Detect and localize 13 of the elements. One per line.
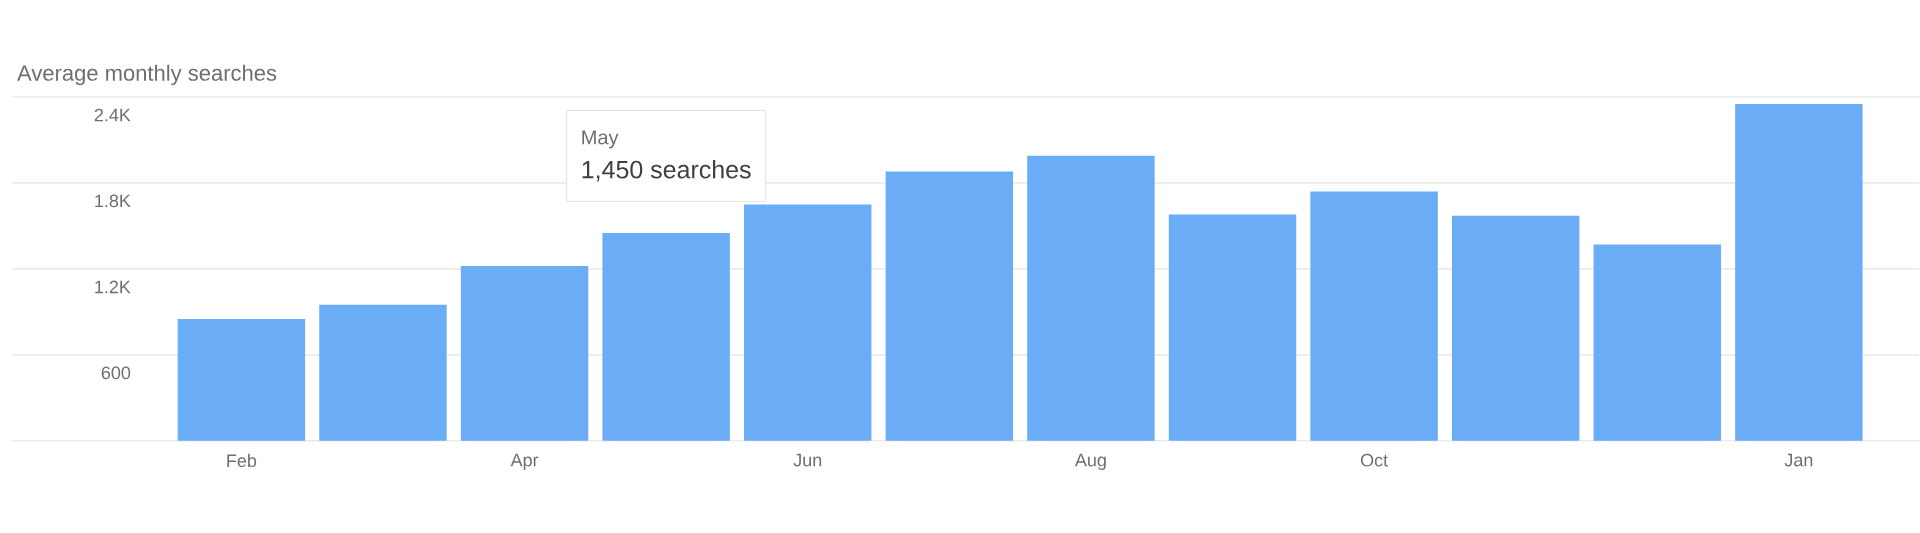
y-tick-label: 600: [101, 366, 131, 380]
x-tick-label: Aug: [1074, 453, 1106, 471]
y-tick-label: 1.8K: [95, 194, 131, 208]
x-tick-label: Jan: [1784, 453, 1813, 467]
x-tick-label: Oct: [1360, 453, 1388, 467]
annotation: 1,450 searches: [582, 160, 751, 182]
y-tick-label: 2.4K: [94, 108, 131, 122]
x-tick-label: Apr: [510, 453, 539, 471]
annotation: May: [582, 130, 619, 149]
chart-title: Average monthly searches: [17, 64, 277, 86]
x-tick-label: Feb: [227, 453, 257, 468]
x-tick-label: Jun: [793, 453, 822, 467]
y-tick-label: 1.2K: [95, 280, 131, 294]
